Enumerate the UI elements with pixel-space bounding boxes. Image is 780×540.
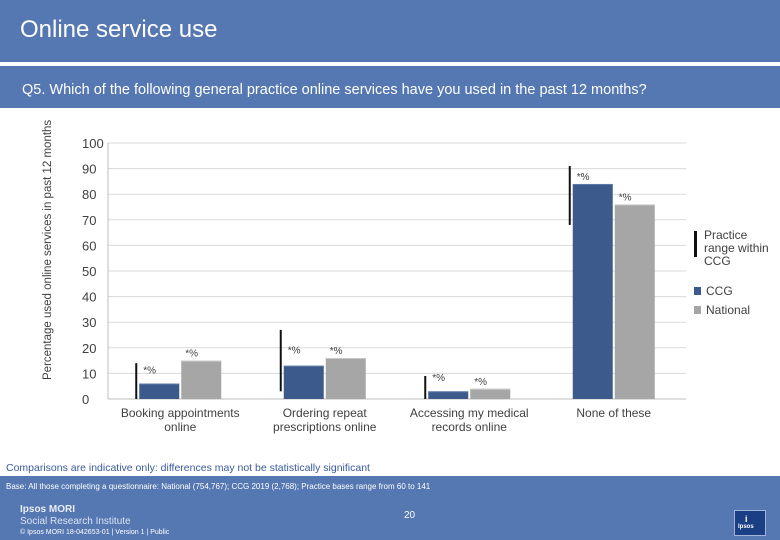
brand-subtitle: Social Research Institute: [20, 516, 131, 527]
page-title: Online service use: [20, 16, 218, 43]
base-band: Base: All those completing a questionnai…: [0, 476, 780, 500]
header-band: Online service use: [0, 0, 780, 62]
comparison-note: Comparisons are indicative only: differe…: [6, 462, 370, 474]
bar-national: [470, 388, 511, 399]
question-text: Q5. Which of the following general pract…: [22, 82, 647, 98]
y-tick-label: 50: [82, 264, 96, 279]
range-swatch: [694, 231, 697, 257]
page-number: 20: [404, 510, 416, 521]
data-label: *%: [185, 349, 198, 360]
data-label: *%: [619, 192, 632, 203]
bar-ccg: [139, 383, 180, 399]
y-tick-label: 0: [82, 392, 89, 407]
footer: Ipsos MORI Social Research Institute © I…: [0, 500, 780, 540]
y-tick-label: 10: [82, 366, 96, 381]
y-tick-label: 30: [82, 315, 96, 330]
bar-national: [325, 358, 366, 399]
ipsos-logo: i Ipsos: [734, 510, 766, 536]
legend-range: Practice range within CCG: [694, 229, 774, 268]
bar-ccg: [428, 391, 469, 399]
y-tick-label: 60: [82, 238, 96, 253]
legend-label-ccg: CCG: [706, 284, 733, 298]
data-label: *%: [288, 346, 301, 357]
data-label: *%: [143, 365, 156, 376]
copyright: © Ipsos MORI 18-042653-01 | Version 1 | …: [20, 529, 170, 536]
y-tick-label: 40: [82, 290, 96, 305]
legend-swatch-ccg: [694, 287, 701, 295]
y-tick-label: 100: [82, 136, 104, 151]
y-tick-label: 90: [82, 162, 96, 177]
x-tick-label: Booking appointments online: [121, 406, 240, 434]
base-text: Base: All those completing a questionnai…: [6, 482, 431, 491]
data-label: *%: [577, 172, 590, 183]
bar-national: [181, 360, 222, 399]
legend-item-national: National: [694, 303, 774, 317]
data-label: *%: [432, 373, 445, 384]
legend-range-label: Practice range within CCG: [704, 228, 769, 268]
data-label: *%: [330, 346, 343, 357]
x-tick-label: None of these: [576, 406, 651, 420]
bar-ccg: [283, 365, 324, 399]
logo-mark: i: [745, 514, 748, 524]
bar-national: [614, 204, 655, 399]
data-label: *%: [474, 377, 487, 388]
logo-word: Ipsos: [738, 524, 754, 530]
y-tick-label: 70: [82, 213, 96, 228]
bar-ccg: [572, 183, 613, 399]
legend-item-ccg: CCG: [694, 284, 774, 298]
x-tick-label: Ordering repeat prescriptions online: [273, 406, 377, 434]
legend: Practice range within CCG CCG National: [694, 229, 774, 317]
legend-label-national: National: [706, 303, 751, 317]
legend-swatch-national: [694, 306, 701, 314]
brand-name: Ipsos MORI: [20, 504, 76, 515]
y-tick-label: 20: [82, 341, 96, 356]
y-tick-label: 80: [82, 187, 96, 202]
x-tick-label: Accessing my medical records online: [410, 406, 529, 434]
